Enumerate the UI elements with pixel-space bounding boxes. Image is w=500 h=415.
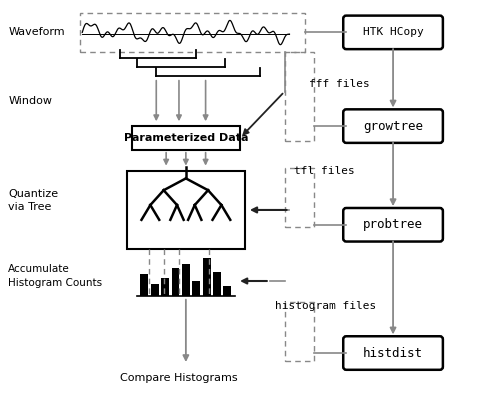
Text: Window: Window: [8, 96, 52, 106]
Bar: [132, 126, 240, 150]
Text: Compare Histograms: Compare Histograms: [120, 373, 238, 383]
Text: Parameterized Data: Parameterized Data: [124, 133, 248, 143]
Bar: [284, 302, 314, 361]
Bar: [140, 274, 148, 296]
Text: Quantize
via Tree: Quantize via Tree: [8, 188, 58, 212]
Bar: [224, 286, 232, 296]
Bar: [202, 258, 210, 296]
Bar: [284, 52, 314, 141]
Bar: [80, 12, 306, 52]
Text: histdist: histdist: [363, 347, 423, 359]
Bar: [213, 272, 221, 296]
Bar: [172, 268, 179, 296]
Text: Waveform: Waveform: [8, 27, 65, 37]
Bar: [151, 284, 158, 296]
FancyBboxPatch shape: [343, 336, 443, 370]
Bar: [192, 281, 200, 296]
FancyBboxPatch shape: [343, 208, 443, 242]
Bar: [161, 278, 169, 296]
Text: tfl files: tfl files: [294, 166, 355, 176]
Text: HTK HCopy: HTK HCopy: [362, 27, 424, 37]
FancyBboxPatch shape: [343, 16, 443, 49]
Text: probtree: probtree: [363, 218, 423, 231]
Bar: [284, 168, 314, 227]
Bar: [182, 264, 190, 296]
Text: Accumulate
Histogram Counts: Accumulate Histogram Counts: [8, 264, 102, 288]
Text: fff files: fff files: [309, 79, 370, 89]
FancyBboxPatch shape: [343, 109, 443, 143]
Text: histogram files: histogram files: [274, 301, 376, 311]
Text: growtree: growtree: [363, 120, 423, 133]
Bar: [126, 171, 245, 249]
